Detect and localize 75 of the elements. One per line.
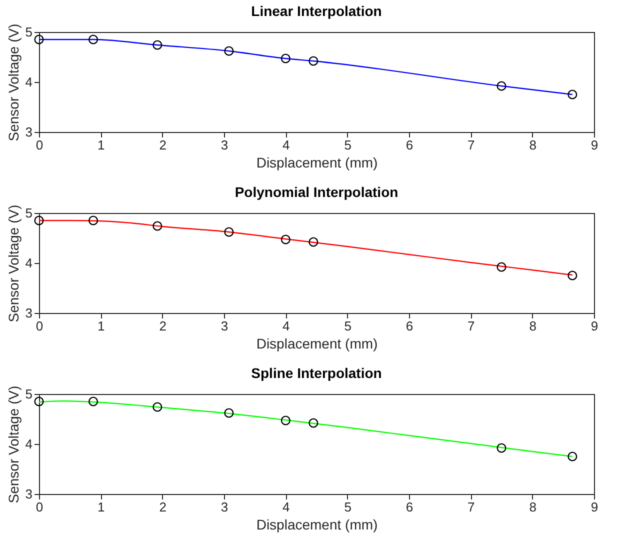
y-tick-label: 4: [25, 74, 32, 90]
x-tick-label: 5: [344, 318, 352, 334]
x-tick-label: 4: [282, 500, 290, 514]
x-tick-label: 5: [344, 138, 352, 152]
x-tick-label: 6: [406, 318, 414, 334]
point: [34, 396, 44, 406]
point: [568, 452, 578, 462]
x-tick-label: 0: [36, 500, 44, 514]
chart-title: Spline Interpolation: [251, 365, 382, 382]
x-tick-label: 1: [98, 500, 105, 514]
y-tick-label: 3: [25, 124, 32, 140]
x-tick-label: 9: [590, 318, 598, 334]
x-tick-label: 9: [590, 500, 598, 514]
x-tick-label: 4: [282, 318, 290, 334]
point: [88, 216, 98, 226]
x-tick-label: 2: [159, 318, 166, 334]
x-tick-label: 0: [36, 138, 44, 152]
line-series: [38, 400, 574, 458]
x-tick-label: 7: [468, 500, 475, 514]
x-tick-label: 3: [220, 318, 228, 334]
x-tick-label: 2: [159, 138, 166, 152]
point: [496, 81, 506, 91]
point: [34, 216, 44, 226]
point: [152, 40, 162, 50]
line-series: [38, 220, 574, 276]
point: [568, 270, 578, 280]
y-tick-label: 5: [25, 206, 32, 220]
point: [224, 227, 234, 237]
x-tick-label: 7: [468, 318, 475, 334]
point: [224, 46, 234, 56]
x-tick-label: 5: [344, 500, 352, 514]
line-series: [38, 38, 574, 96]
point: [224, 408, 234, 418]
point: [496, 443, 506, 453]
y-axis-title: Sensor Voltage (V): [5, 386, 22, 504]
x-tick-label: 3: [220, 500, 228, 514]
point: [280, 234, 290, 244]
point: [152, 402, 162, 412]
y-axis-title: Sensor Voltage (V): [5, 24, 22, 142]
x-tick-label: 8: [529, 318, 536, 334]
point: [496, 262, 506, 272]
point: [88, 396, 98, 406]
x-axis-title: Displacement (mm): [256, 154, 378, 170]
y-tick-label: 4: [25, 436, 32, 452]
y-tick-label: 5: [25, 24, 32, 40]
y-tick-label: 4: [25, 256, 32, 270]
x-axis-title: Displacement (mm): [256, 336, 378, 352]
x-tick-label: 0: [36, 318, 44, 334]
point: [568, 90, 578, 100]
point: [280, 54, 290, 64]
y-tick-label: 3: [25, 306, 32, 320]
x-tick-label: 8: [529, 500, 536, 514]
point: [280, 416, 290, 426]
x-tick-label: 1: [98, 318, 105, 334]
point: [34, 34, 44, 44]
chart-title: Linear Interpolation: [251, 3, 382, 20]
y-tick-label: 3: [25, 486, 32, 502]
point: [88, 34, 98, 44]
point: [152, 221, 162, 231]
point: [308, 56, 318, 66]
x-tick-label: 6: [406, 138, 414, 152]
x-tick-label: 9: [590, 138, 598, 152]
y-axis-title: Sensor Voltage (V): [5, 204, 22, 322]
x-tick-label: 1: [98, 138, 105, 152]
x-tick-label: 6: [406, 500, 414, 514]
x-tick-label: 3: [220, 138, 228, 152]
point: [308, 237, 318, 247]
y-tick-label: 5: [25, 386, 32, 402]
point: [308, 418, 318, 428]
x-axis-title: Displacement (mm): [256, 516, 378, 532]
x-tick-label: 4: [282, 138, 290, 152]
chart-title: Polynomial Interpolation: [234, 184, 398, 200]
x-tick-label: 8: [529, 138, 536, 152]
x-tick-label: 7: [468, 138, 475, 152]
x-tick-label: 2: [159, 500, 166, 514]
